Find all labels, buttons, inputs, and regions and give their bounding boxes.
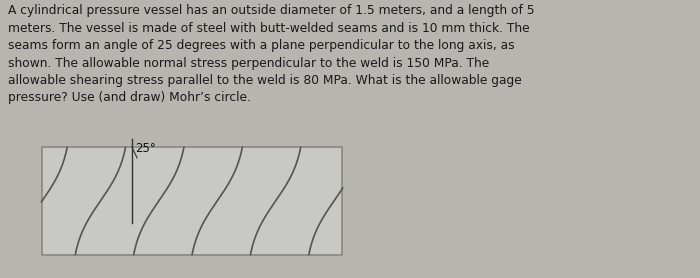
Bar	[42, 147, 342, 255]
Text: 25°: 25°	[135, 142, 155, 155]
Text: A cylindrical pressure vessel has an outside diameter of 1.5 meters, and a lengt: A cylindrical pressure vessel has an out…	[8, 4, 535, 105]
